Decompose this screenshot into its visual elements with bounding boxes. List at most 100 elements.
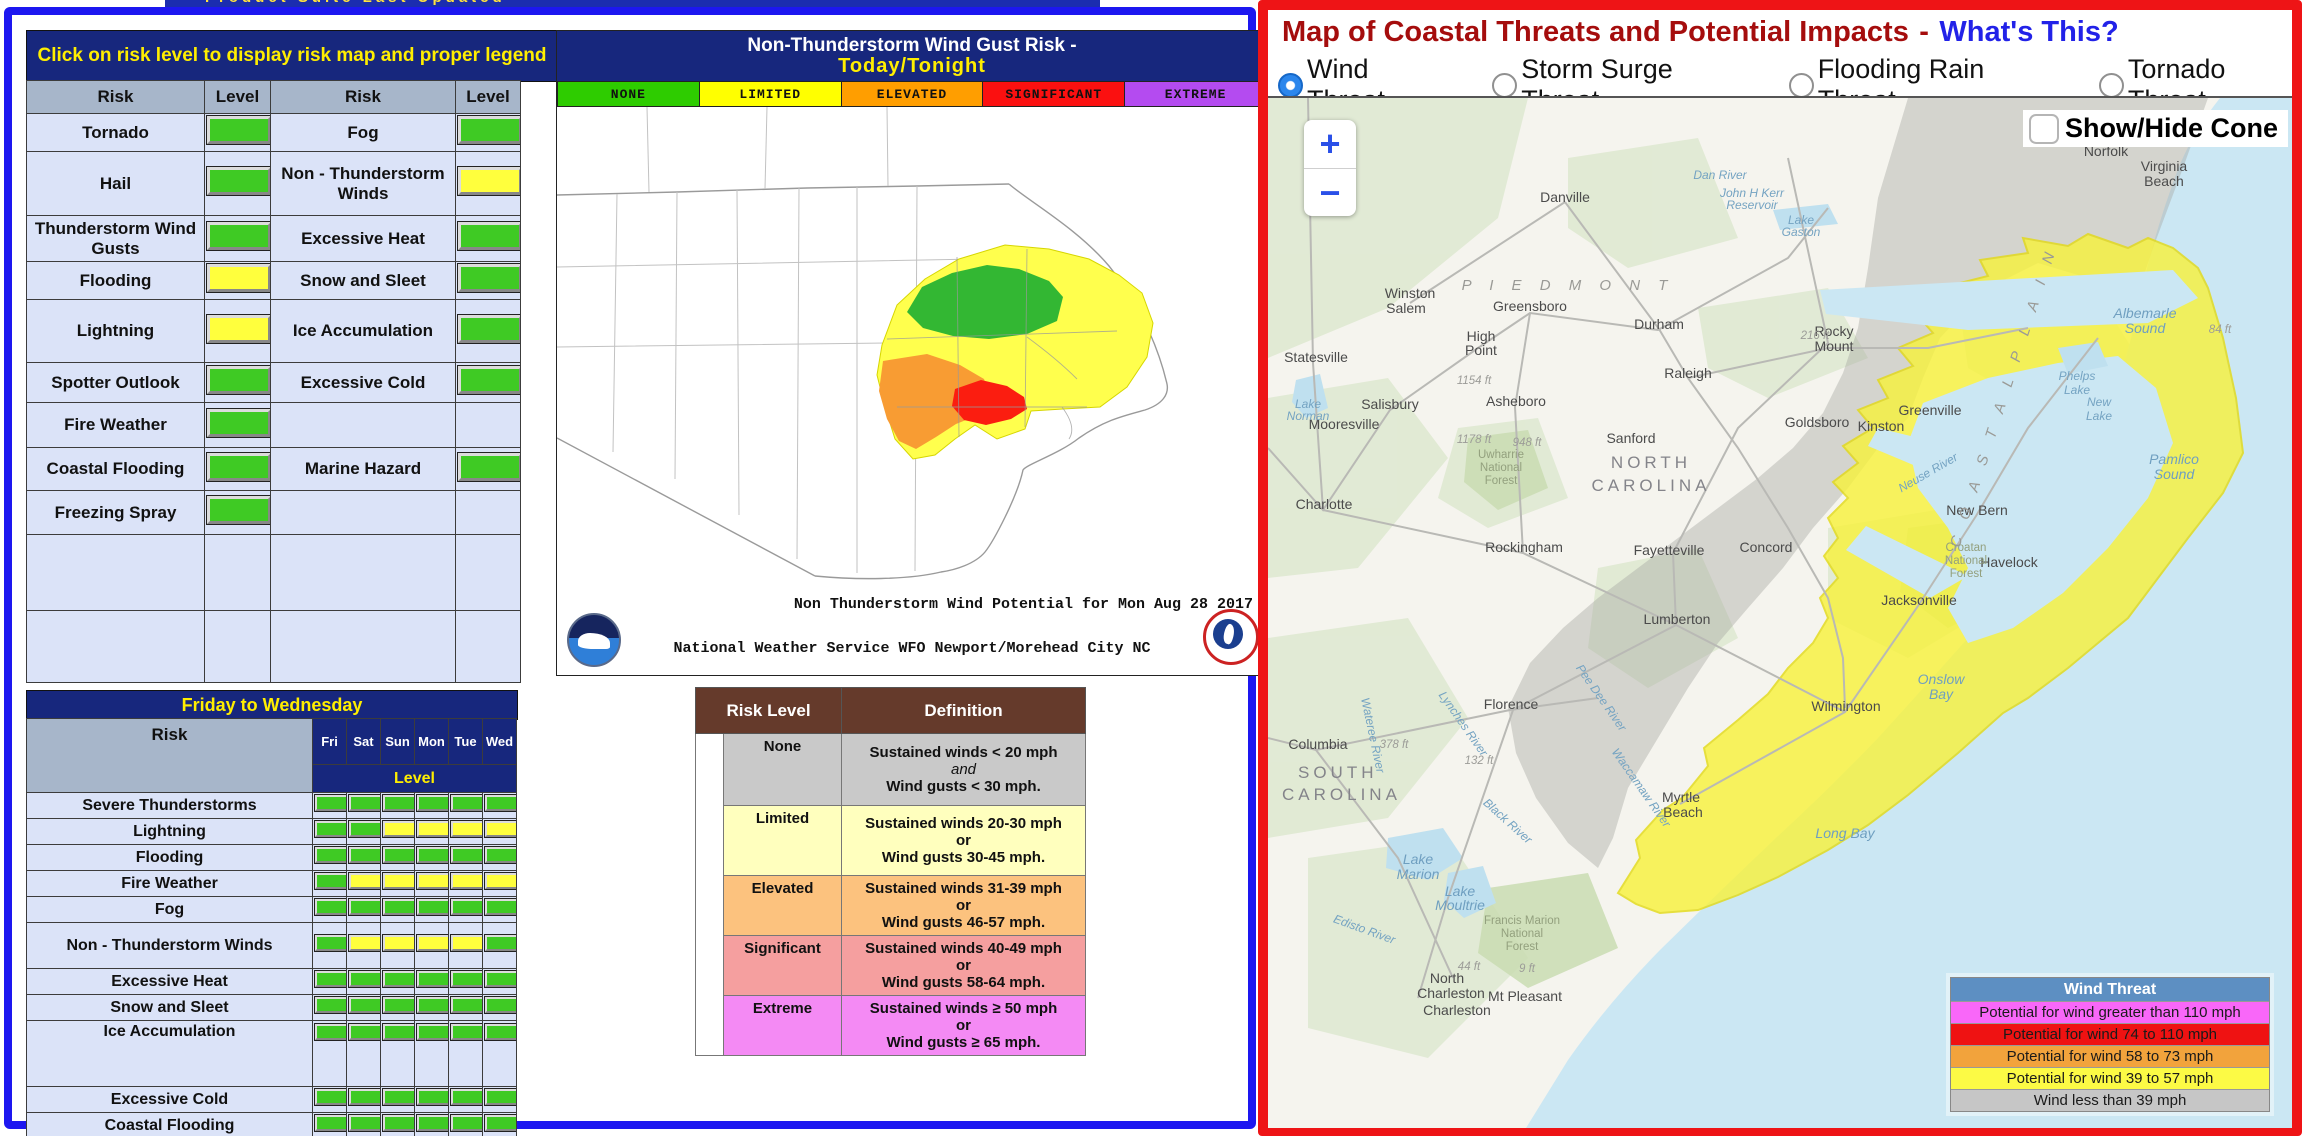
risk-level-swatch-green[interactable] — [484, 846, 516, 864]
risk-level-swatch-green[interactable] — [314, 846, 346, 864]
risk-level-swatch-green[interactable] — [416, 1114, 448, 1132]
radio-icon[interactable] — [1492, 72, 1518, 98]
risk-level-swatch-green[interactable] — [206, 407, 270, 438]
risk-level-swatch-green[interactable] — [416, 898, 448, 916]
risk-level-swatch-yellow[interactable] — [348, 872, 380, 890]
risk-level-swatch-green[interactable] — [348, 1088, 380, 1106]
risk-level-swatch-green[interactable] — [416, 846, 448, 864]
risk-level-swatch-green[interactable] — [457, 313, 520, 344]
risk-level-swatch-green[interactable] — [416, 1088, 448, 1106]
risk-level-swatch-yellow[interactable] — [416, 820, 448, 838]
risk-level-swatch-yellow[interactable] — [450, 872, 482, 890]
risk-level-swatch-green[interactable] — [382, 846, 414, 864]
risk-level-swatch-green[interactable] — [416, 794, 448, 812]
risk-level-swatch-green[interactable] — [206, 495, 270, 525]
risk-level-swatch-green[interactable] — [206, 115, 270, 145]
risk-level-swatch-green[interactable] — [484, 970, 516, 988]
risk-level-swatch-yellow[interactable] — [206, 263, 270, 293]
risk-level-swatch-green[interactable] — [382, 1114, 414, 1132]
zoom-in-button[interactable]: + — [1304, 120, 1356, 169]
risk-level-swatch-green[interactable] — [348, 970, 380, 988]
risk-level-swatch-green[interactable] — [457, 263, 520, 293]
day-level-cell — [346, 1112, 381, 1136]
risk-level-swatch-green[interactable] — [348, 996, 380, 1014]
day-level-cell — [312, 792, 347, 819]
risk-level-swatch-green[interactable] — [484, 934, 516, 952]
risk-level-swatch-yellow[interactable] — [484, 820, 516, 838]
risk-level-swatch-green[interactable] — [457, 221, 520, 251]
radio-icon[interactable] — [2098, 72, 2124, 98]
risk-level-swatch-green[interactable] — [484, 996, 516, 1014]
risk-level-swatch-yellow[interactable] — [484, 872, 516, 890]
risk-level-swatch-green[interactable] — [457, 451, 520, 482]
risk-level-swatch-green[interactable] — [450, 996, 482, 1014]
risk-level-swatch-green[interactable] — [382, 898, 414, 916]
risk-level-swatch-green[interactable] — [484, 1023, 516, 1041]
radio-selected-icon[interactable] — [1278, 72, 1303, 98]
risk-level-swatch-green[interactable] — [314, 794, 346, 812]
risk-level-swatch-yellow[interactable] — [450, 820, 482, 838]
whats-this-link[interactable]: What's This? — [1939, 16, 2119, 48]
risk-level-swatch-yellow[interactable] — [206, 313, 270, 344]
risk-level-swatch-green[interactable] — [450, 1088, 482, 1106]
risk-level-swatch-green[interactable] — [348, 1023, 380, 1041]
risk-level-swatch-green[interactable] — [206, 365, 270, 395]
risk-level-swatch-green[interactable] — [348, 846, 380, 864]
risk-level-swatch-green[interactable] — [484, 794, 516, 812]
risk-level-swatch-green[interactable] — [457, 365, 520, 395]
risk-level-swatch-green[interactable] — [484, 898, 516, 916]
wind-map-title-line2: Today/Tonight — [838, 55, 986, 77]
risk-level-swatch-green[interactable] — [450, 1114, 482, 1132]
risk-level-cell — [455, 215, 521, 262]
risk-level-swatch-green[interactable] — [416, 1023, 448, 1041]
day-level-cell — [482, 896, 517, 923]
risk-level-swatch-yellow[interactable] — [416, 872, 448, 890]
risk-level-swatch-green[interactable] — [314, 970, 346, 988]
map-label: Winston — [1385, 285, 1436, 301]
risk-level-swatch-green[interactable] — [416, 970, 448, 988]
risk-level-swatch-green[interactable] — [450, 846, 482, 864]
risk-level-swatch-green[interactable] — [382, 1023, 414, 1041]
risk-level-swatch-green[interactable] — [382, 970, 414, 988]
radio-icon[interactable] — [1788, 72, 1814, 98]
risk-level-swatch-green[interactable] — [450, 970, 482, 988]
risk-level-swatch-green[interactable] — [314, 934, 346, 952]
day-header: Wed — [482, 718, 517, 765]
risk-level-swatch-yellow[interactable] — [457, 166, 520, 196]
risk-level-swatch-green[interactable] — [382, 794, 414, 812]
risk-level-swatch-green[interactable] — [484, 1114, 516, 1132]
zoom-out-button[interactable]: − — [1319, 172, 1341, 213]
risk-level-swatch-green[interactable] — [416, 996, 448, 1014]
coastal-threat-map[interactable]: Norfolk Virginia Beach Danville Winston Salem… — [1268, 96, 2292, 1128]
risk-level-swatch-yellow[interactable] — [450, 934, 482, 952]
risk-level-swatch-green[interactable] — [382, 1088, 414, 1106]
risk-level-swatch-green[interactable] — [450, 898, 482, 916]
map-label: Salisbury — [1361, 396, 1419, 412]
risk-level-swatch-green[interactable] — [314, 872, 346, 890]
risk-level-swatch-green[interactable] — [206, 221, 270, 251]
risk-level-swatch-green[interactable] — [206, 451, 270, 482]
risk-level-swatch-green[interactable] — [484, 1088, 516, 1106]
risk-level-swatch-green[interactable] — [382, 996, 414, 1014]
map-label: Jacksonville — [1881, 592, 1957, 608]
risk-level-swatch-green[interactable] — [450, 794, 482, 812]
risk-level-swatch-green[interactable] — [348, 898, 380, 916]
risk-level-swatch-yellow[interactable] — [348, 934, 380, 952]
risk-level-swatch-green[interactable] — [348, 1114, 380, 1132]
risk-level-swatch-green[interactable] — [314, 1023, 346, 1041]
risk-level-swatch-green[interactable] — [314, 898, 346, 916]
risk-level-swatch-green[interactable] — [314, 1088, 346, 1106]
risk-level-swatch-green[interactable] — [348, 794, 380, 812]
risk-level-swatch-green[interactable] — [206, 166, 270, 196]
risk-level-swatch-yellow[interactable] — [416, 934, 448, 952]
risk-level-swatch-green[interactable] — [457, 115, 520, 145]
risk-level-swatch-green[interactable] — [450, 1023, 482, 1041]
risk-level-swatch-green[interactable] — [348, 820, 380, 838]
risk-level-swatch-yellow[interactable] — [382, 820, 414, 838]
risk-level-swatch-yellow[interactable] — [382, 872, 414, 890]
risk-level-swatch-green[interactable] — [314, 820, 346, 838]
risk-level-swatch-green[interactable] — [314, 996, 346, 1014]
cone-checkbox[interactable] — [2028, 113, 2059, 144]
risk-level-swatch-yellow[interactable] — [382, 934, 414, 952]
risk-level-swatch-green[interactable] — [314, 1114, 346, 1132]
